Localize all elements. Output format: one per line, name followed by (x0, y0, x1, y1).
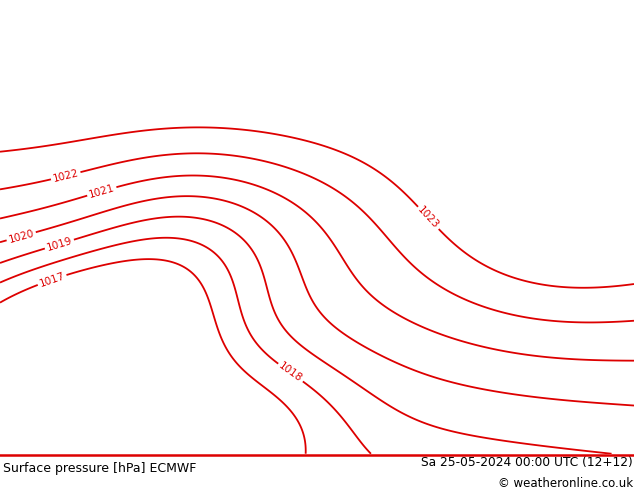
Text: Surface pressure [hPa] ECMWF: Surface pressure [hPa] ECMWF (3, 463, 197, 475)
Text: 1018: 1018 (277, 361, 304, 384)
Text: Sa 25-05-2024 00:00 UTC (12+12): Sa 25-05-2024 00:00 UTC (12+12) (421, 456, 633, 469)
Text: 1022: 1022 (52, 168, 80, 184)
Text: 1023: 1023 (416, 205, 441, 231)
Text: © weatheronline.co.uk: © weatheronline.co.uk (498, 477, 633, 490)
Text: 1020: 1020 (7, 228, 36, 245)
Text: 1017: 1017 (38, 270, 66, 289)
Text: 1021: 1021 (87, 183, 116, 200)
Text: 1019: 1019 (45, 236, 74, 253)
